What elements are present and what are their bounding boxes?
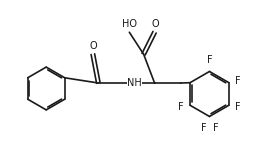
Text: F: F xyxy=(213,123,218,132)
Text: F: F xyxy=(235,102,240,112)
Text: F: F xyxy=(201,123,206,132)
Text: F: F xyxy=(178,102,184,112)
Text: O: O xyxy=(151,19,159,29)
Text: F: F xyxy=(207,55,212,65)
Text: HO: HO xyxy=(122,19,137,29)
Text: NH: NH xyxy=(127,78,142,88)
Text: O: O xyxy=(89,41,97,51)
Text: F: F xyxy=(235,76,240,86)
